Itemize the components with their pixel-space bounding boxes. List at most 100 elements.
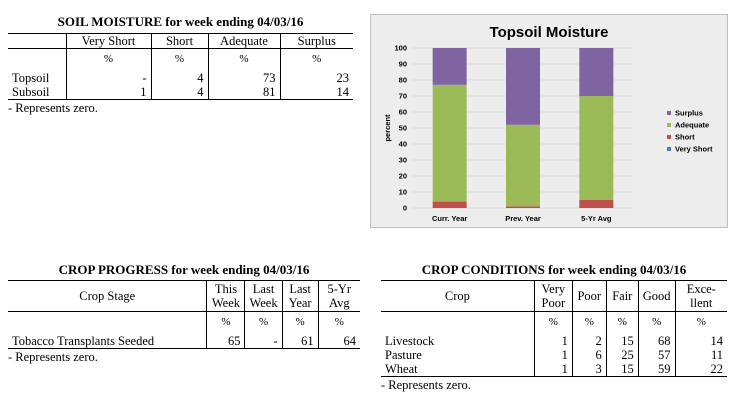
conditions-note: - Represents zero. bbox=[381, 378, 471, 392]
cell: 22 bbox=[675, 362, 727, 377]
row-label: Wheat bbox=[381, 362, 535, 377]
conditions-header-very-poor: Very Poor bbox=[534, 280, 573, 312]
soil-header-short: Short bbox=[151, 33, 209, 49]
cell: 4 bbox=[151, 85, 209, 100]
x-tick-label: Prev. Year bbox=[505, 214, 541, 223]
conditions-unit: % bbox=[696, 316, 706, 328]
soil-header-very-short: Very Short bbox=[66, 33, 152, 49]
y-tick-label: 70 bbox=[399, 92, 407, 101]
soil-moisture-title: SOIL MOISTURE for week ending 04/03/16 bbox=[57, 14, 304, 29]
progress-header-this-week: This Week bbox=[206, 280, 246, 312]
y-tick-label: 40 bbox=[399, 140, 407, 149]
cell: 81 bbox=[208, 85, 281, 100]
cell: 11 bbox=[710, 348, 723, 362]
chart-canvas: Topsoil Moisture 0102030405060708090100 … bbox=[383, 24, 713, 223]
cell: 15 bbox=[606, 334, 639, 348]
legend-label: Adequate bbox=[675, 121, 709, 130]
soil-moisture-table: Very Short Short Adequate Surplus % % % … bbox=[8, 33, 353, 100]
bar-segment-adequate bbox=[506, 124, 540, 207]
progress-header-row: Crop Stage This Week Last Week Last Year 5-… bbox=[8, 280, 360, 312]
y-tick-label: 100 bbox=[394, 44, 407, 53]
row-label: Pasture bbox=[381, 348, 535, 362]
conditions-header-crop: Crop bbox=[381, 280, 535, 312]
progress-header-crop-stage: Crop Stage bbox=[8, 280, 208, 312]
legend-swatch bbox=[667, 111, 671, 115]
progress-header-last-week: Last Week bbox=[244, 280, 283, 312]
conditions-header-good: Good bbox=[638, 280, 676, 312]
conditions-unit: % bbox=[534, 311, 573, 334]
x-tick-label: Curr. Year bbox=[432, 214, 467, 223]
bar-segment-adequate bbox=[579, 96, 614, 200]
table-row: Subsoil 1 4 81 14 bbox=[8, 85, 353, 100]
cell: 65 bbox=[206, 334, 246, 349]
cell: 68 bbox=[638, 334, 676, 348]
table-row: Wheat 1 3 15 59 22 bbox=[381, 362, 727, 377]
soil-header-surplus: Surplus bbox=[280, 33, 353, 49]
legend-label: Short bbox=[675, 133, 695, 142]
legend-label: Very Short bbox=[675, 145, 713, 154]
table-row: Topsoil - 4 73 23 bbox=[8, 71, 353, 85]
cell: 1 bbox=[534, 334, 573, 348]
cell: 1 bbox=[534, 362, 573, 377]
crop-conditions-title: CROP CONDITIONS for week ending 04/03/16 bbox=[421, 262, 687, 277]
y-tick-label: 80 bbox=[399, 76, 407, 85]
y-tick-label: 90 bbox=[399, 60, 407, 69]
row-label: Subsoil bbox=[8, 85, 67, 100]
bar-segment-short bbox=[579, 200, 614, 208]
progress-unit: % bbox=[206, 311, 246, 334]
row-label: Livestock bbox=[381, 334, 535, 348]
cell: 6 bbox=[572, 348, 607, 362]
cell: 25 bbox=[606, 348, 639, 362]
cell: 4 bbox=[151, 71, 209, 85]
progress-unit: % bbox=[244, 311, 283, 334]
x-tick-label: 5-Yr Avg bbox=[581, 214, 612, 223]
cell: 15 bbox=[606, 362, 639, 377]
crop-progress-title: CROP PROGRESS for week ending 04/03/16 bbox=[58, 262, 310, 277]
crop-conditions-table: Crop Very Poor Poor Fair Good Exce-llent … bbox=[381, 280, 727, 377]
conditions-unit: % bbox=[606, 311, 639, 334]
conditions-header-fair: Fair bbox=[606, 280, 639, 312]
progress-unit: % bbox=[282, 311, 319, 334]
soil-moisture-section: SOIL MOISTURE for week ending 04/03/16 V… bbox=[8, 14, 353, 116]
crop-conditions-section: CROP CONDITIONS for week ending 04/03/16… bbox=[381, 262, 727, 393]
y-tick-label: 10 bbox=[399, 188, 407, 197]
progress-unit-row: % % % % bbox=[8, 311, 360, 334]
legend-swatch bbox=[667, 135, 671, 139]
soil-header-row: Very Short Short Adequate Surplus bbox=[8, 33, 353, 49]
conditions-header-row: Crop Very Poor Poor Fair Good Exce-llent bbox=[381, 280, 727, 312]
progress-header-5yr-avg: 5-Yr Avg bbox=[318, 280, 360, 312]
row-label: Tobacco Transplants Seeded bbox=[8, 334, 208, 349]
table-row: Pasture 1 6 25 57 11 bbox=[381, 348, 727, 362]
bar-segment-surplus bbox=[432, 48, 467, 85]
cell: 1 bbox=[534, 348, 573, 362]
crop-progress-section: CROP PROGRESS for week ending 04/03/16 C… bbox=[8, 262, 360, 365]
chart-title: Topsoil Moisture bbox=[490, 24, 609, 41]
table-row: Tobacco Transplants Seeded 65 - 61 64 bbox=[8, 334, 360, 349]
cell: 2 bbox=[572, 334, 607, 348]
soil-unit: % bbox=[151, 48, 209, 71]
soil-note: - Represents zero. bbox=[8, 101, 98, 115]
y-tick-label: 50 bbox=[399, 124, 407, 133]
legend-swatch bbox=[667, 123, 671, 127]
cell: 14 bbox=[280, 85, 353, 100]
cell: 3 bbox=[572, 362, 607, 377]
legend-label: Surplus bbox=[675, 109, 703, 118]
table-row: Livestock 1 2 15 68 14 bbox=[381, 334, 727, 348]
conditions-unit-row: % % % % % bbox=[381, 311, 727, 334]
cell: 57 bbox=[638, 348, 676, 362]
cell: - bbox=[66, 71, 152, 85]
cell: 59 bbox=[638, 362, 676, 377]
bar-segment-short bbox=[432, 201, 467, 208]
soil-unit-row: % % % % bbox=[8, 48, 353, 71]
y-axis-label: percent bbox=[383, 114, 392, 142]
cell: 61 bbox=[282, 334, 319, 349]
cell: 73 bbox=[208, 71, 281, 85]
bar-segment-short bbox=[506, 206, 540, 208]
soil-unit: % bbox=[208, 48, 281, 71]
soil-unit: % bbox=[312, 53, 322, 65]
soil-header-blank bbox=[8, 33, 67, 49]
y-tick-label: 30 bbox=[399, 156, 407, 165]
legend-swatch bbox=[667, 147, 671, 151]
bar-segment-surplus bbox=[506, 48, 540, 125]
conditions-unit: % bbox=[572, 311, 607, 334]
